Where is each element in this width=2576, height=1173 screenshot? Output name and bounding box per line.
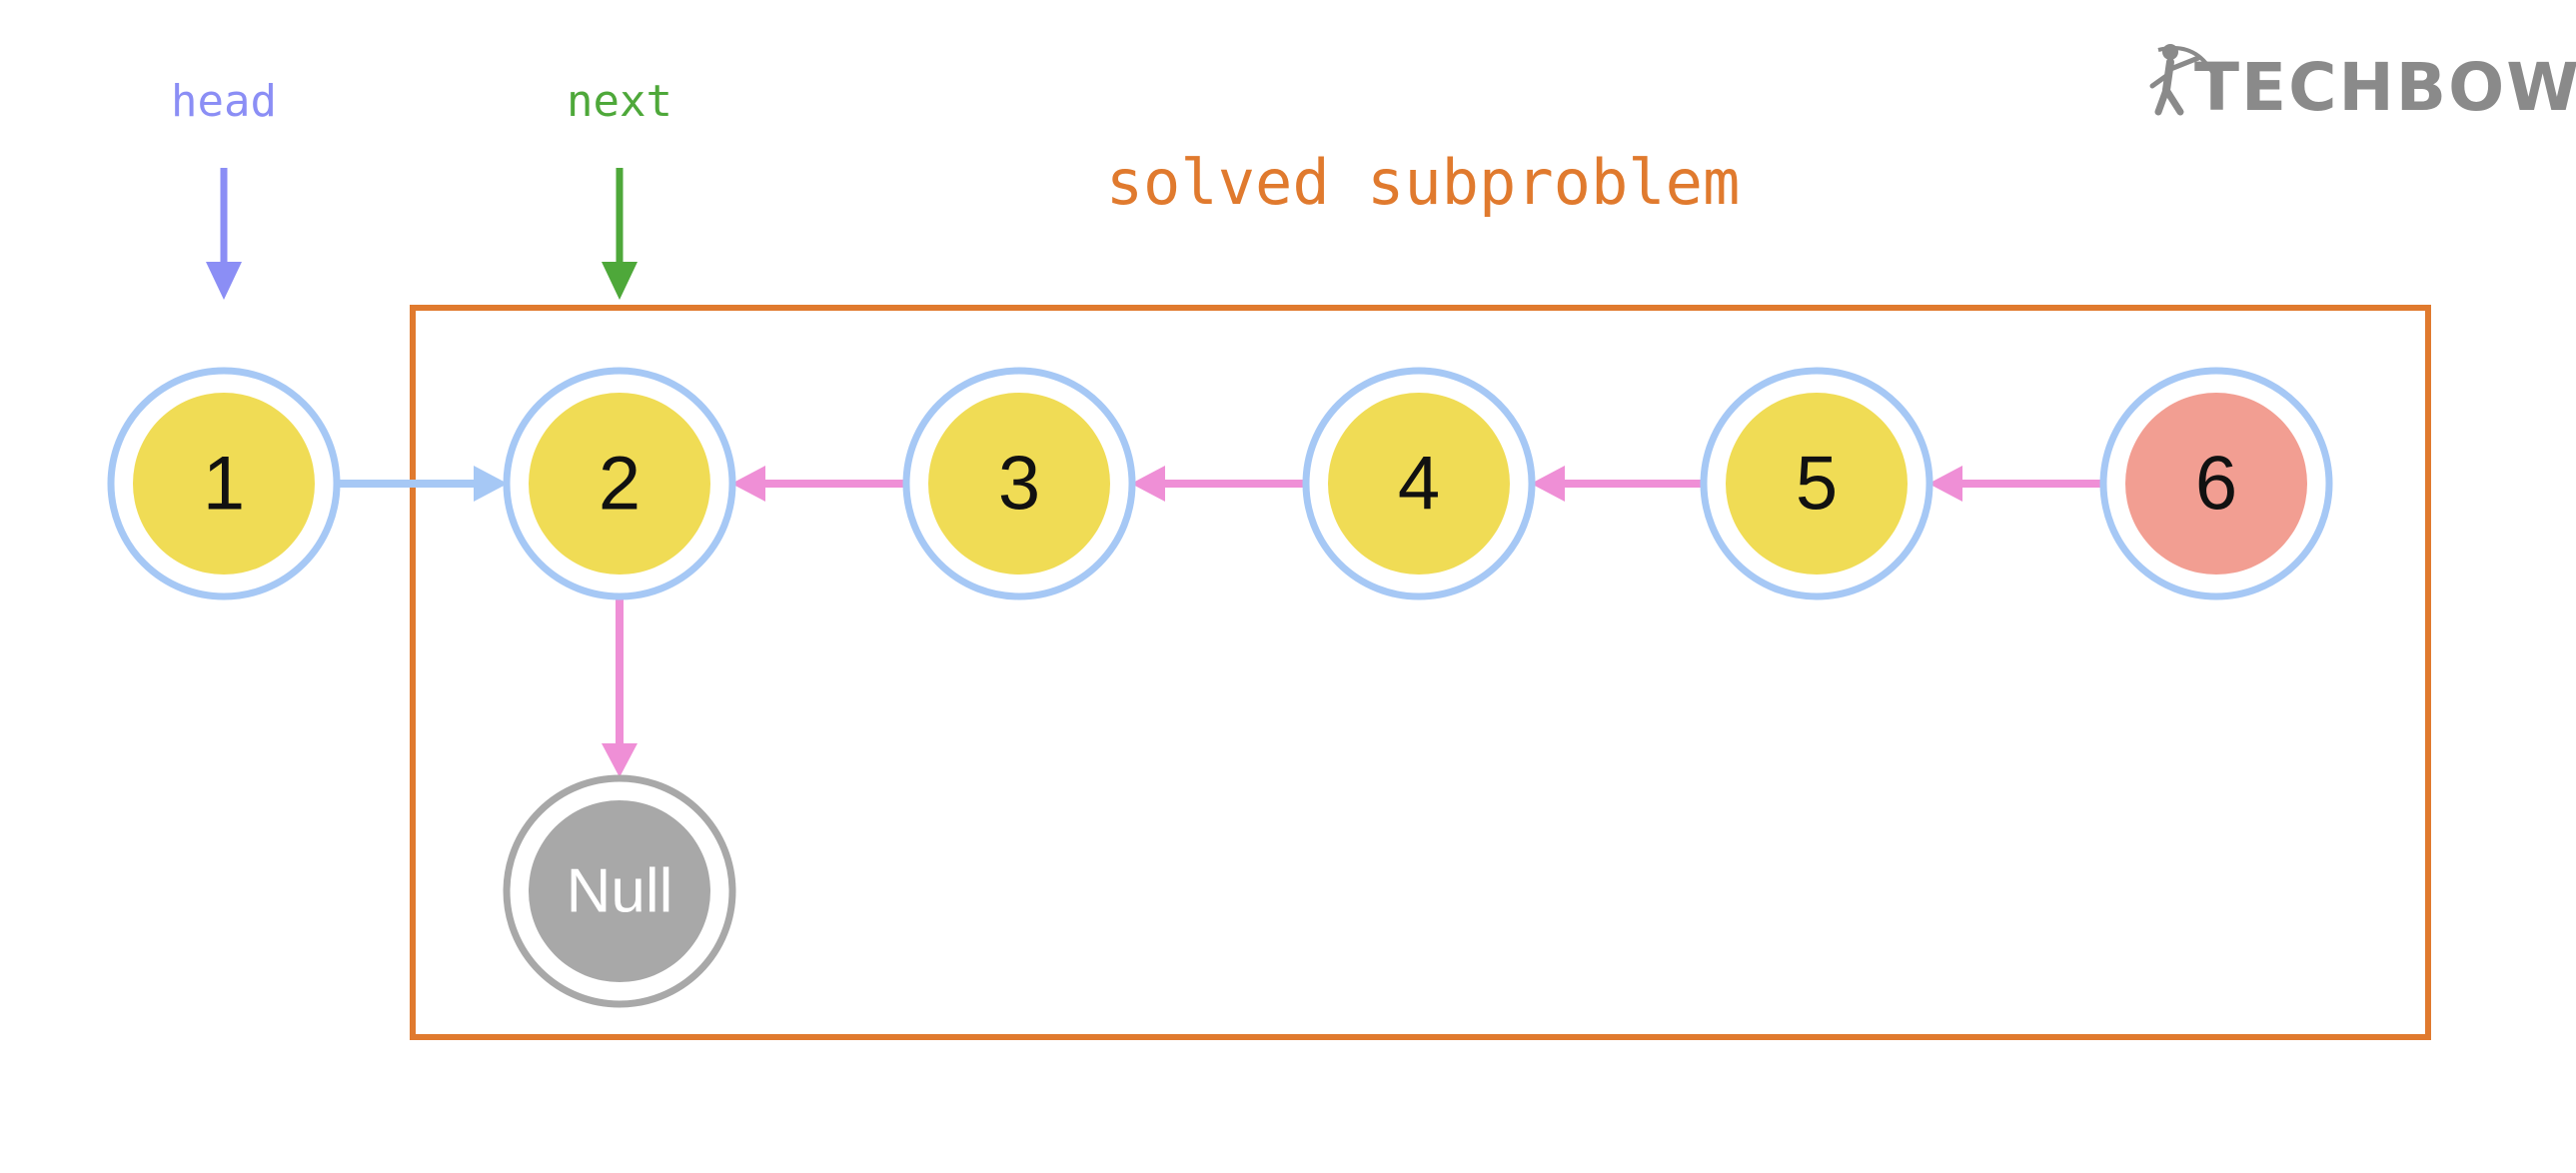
list-node: 4 [1302,367,1536,600]
archer-icon [2149,44,2218,116]
list-node: 1 [107,367,341,600]
node-value: 1 [203,442,245,527]
edge-2-to-null [602,597,638,777]
node-value: 2 [599,442,641,527]
next-pointer-arrow [602,168,638,300]
head-pointer-label: head [171,76,277,127]
edge-4-to-3 [1131,466,1307,502]
node-value: 4 [1398,442,1440,527]
null-node: Null [503,774,736,1008]
node-value: 5 [1796,442,1838,527]
edge-5-to-4 [1531,466,1705,502]
node-value: 3 [998,442,1040,527]
edge-3-to-2 [731,466,905,502]
list-node-highlighted: 6 [2099,367,2333,600]
solved-subproblem-box [410,305,2431,1040]
techbow-logo: TECHBOW [2149,44,2576,126]
node-value: 6 [2195,442,2237,527]
edge-1-to-2 [338,466,508,502]
null-node-label: Null [567,857,673,926]
next-pointer-label: next [567,76,672,127]
list-node: 5 [1700,367,1933,600]
list-node: 3 [902,367,1136,600]
edge-6-to-5 [1929,466,2104,502]
list-node: 2 [503,367,736,600]
head-pointer-arrow [206,168,242,300]
solved-subproblem-label: solved subproblem [1106,146,1741,219]
logo-text: TECHBOW [2194,49,2576,126]
